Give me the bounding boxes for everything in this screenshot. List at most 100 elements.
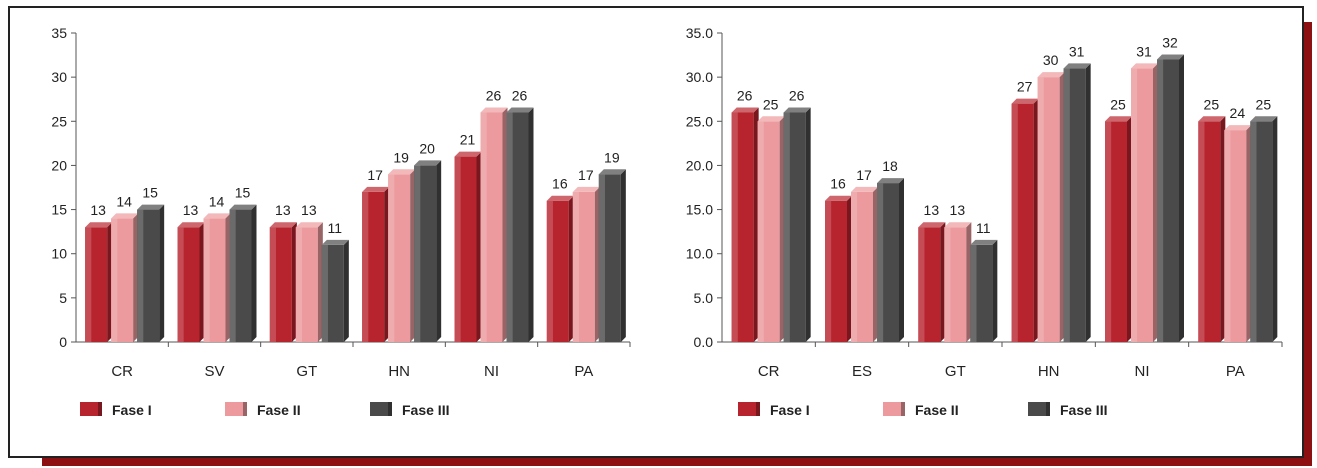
bar: [321, 239, 349, 342]
bar-top: [203, 213, 231, 219]
data-label: 26: [737, 87, 753, 103]
bar-side: [568, 195, 574, 342]
bar: [783, 107, 811, 342]
bar-top: [825, 195, 852, 201]
bar-side: [343, 239, 349, 342]
bar-top: [1011, 98, 1039, 104]
bar-side: [1059, 72, 1065, 343]
x-tick-label: GT: [296, 363, 317, 380]
bar: [362, 186, 390, 342]
legend-label: Fase I: [770, 402, 810, 418]
data-label: 13: [90, 202, 106, 218]
bar: [1105, 116, 1132, 343]
bar-highlight: [944, 227, 951, 342]
legend-swatch-side: [243, 402, 247, 416]
bar: [1224, 125, 1252, 342]
legend-item: Fase I: [738, 402, 810, 418]
data-label: 16: [552, 176, 568, 192]
bar-top: [480, 107, 508, 113]
bar-side: [291, 222, 297, 342]
bar: [1250, 116, 1278, 343]
x-tick-label: NI: [1135, 363, 1150, 380]
legend-label: Fase II: [257, 402, 301, 418]
bar-top: [1105, 116, 1132, 122]
bar: [177, 222, 205, 342]
data-label: 15: [235, 185, 251, 201]
bar-highlight: [362, 191, 369, 342]
y-tick-label: 30: [51, 69, 67, 85]
data-label: 19: [393, 149, 409, 165]
bar-highlight: [229, 209, 236, 342]
legend-item: Fase II: [225, 402, 301, 418]
bar: [480, 107, 508, 342]
bar-top: [546, 195, 574, 201]
y-tick-label: 5: [59, 290, 67, 306]
bar-side: [805, 107, 811, 342]
y-tick-label: 35.0: [686, 25, 713, 41]
bar-highlight: [825, 200, 832, 342]
bar-side: [436, 160, 442, 342]
bar-highlight: [414, 165, 421, 342]
bar-side: [251, 204, 257, 342]
y-tick-label: 10.0: [686, 246, 713, 262]
bar-highlight: [1224, 130, 1231, 342]
bar: [454, 151, 482, 342]
bar: [1198, 116, 1226, 343]
bar-side: [384, 186, 390, 342]
chart-right: 0.0 5.0 10.0 15.0 20.0 25.0 30.0 35.0 CR 26 25 26 ES…: [686, 25, 1283, 418]
data-label: 26: [789, 87, 805, 103]
data-label: 14: [116, 193, 132, 209]
x-tick-label: ES: [852, 363, 872, 380]
bar: [757, 116, 785, 343]
data-label: 17: [367, 167, 383, 183]
bar-top: [944, 222, 972, 228]
bar-highlight: [177, 227, 184, 342]
bar-side: [873, 186, 878, 342]
x-tick-label: PA: [574, 363, 593, 380]
bar-top: [1198, 116, 1226, 122]
x-tick-label: CR: [758, 363, 780, 380]
data-label: 24: [1230, 105, 1246, 121]
y-tick-label: 15.0: [686, 202, 713, 218]
bar-highlight: [480, 112, 487, 342]
bar-highlight: [321, 244, 328, 342]
legend-label: Fase III: [1060, 402, 1107, 418]
y-tick-label: 15: [51, 202, 67, 218]
bar-highlight: [598, 174, 605, 342]
bar-top: [111, 213, 139, 219]
bar-side: [594, 186, 600, 342]
bar-highlight: [454, 156, 461, 342]
bar-side: [1246, 125, 1252, 342]
data-label: 31: [1136, 43, 1152, 59]
bar-highlight: [85, 227, 92, 342]
bar-highlight: [506, 112, 513, 342]
data-label: 25: [763, 96, 779, 112]
bar: [137, 204, 165, 342]
bar: [572, 186, 600, 342]
y-tick-label: 25: [51, 113, 67, 129]
legend-swatch-side: [98, 402, 102, 416]
bar-highlight: [1011, 103, 1018, 342]
bar: [944, 222, 972, 342]
bar-side: [1153, 63, 1158, 343]
legend-label: Fase II: [915, 402, 959, 418]
bar: [970, 239, 998, 342]
bar-top: [388, 169, 416, 175]
bar-top: [177, 222, 205, 228]
bar-side: [1127, 116, 1132, 343]
x-tick-label: PA: [1226, 363, 1245, 380]
y-tick-label: 25.0: [686, 113, 713, 129]
bar-top: [1063, 63, 1091, 69]
data-label: 13: [275, 202, 291, 218]
bar-top: [454, 151, 482, 157]
bar-highlight: [970, 244, 977, 342]
data-label: 17: [578, 167, 594, 183]
bar-top: [783, 107, 811, 113]
bar-highlight: [851, 191, 858, 342]
y-tick-label: 20: [51, 157, 67, 173]
bar: [1037, 72, 1065, 343]
x-tick-label: CR: [111, 363, 133, 380]
bar-highlight: [1198, 121, 1205, 343]
data-label: 13: [924, 202, 940, 218]
